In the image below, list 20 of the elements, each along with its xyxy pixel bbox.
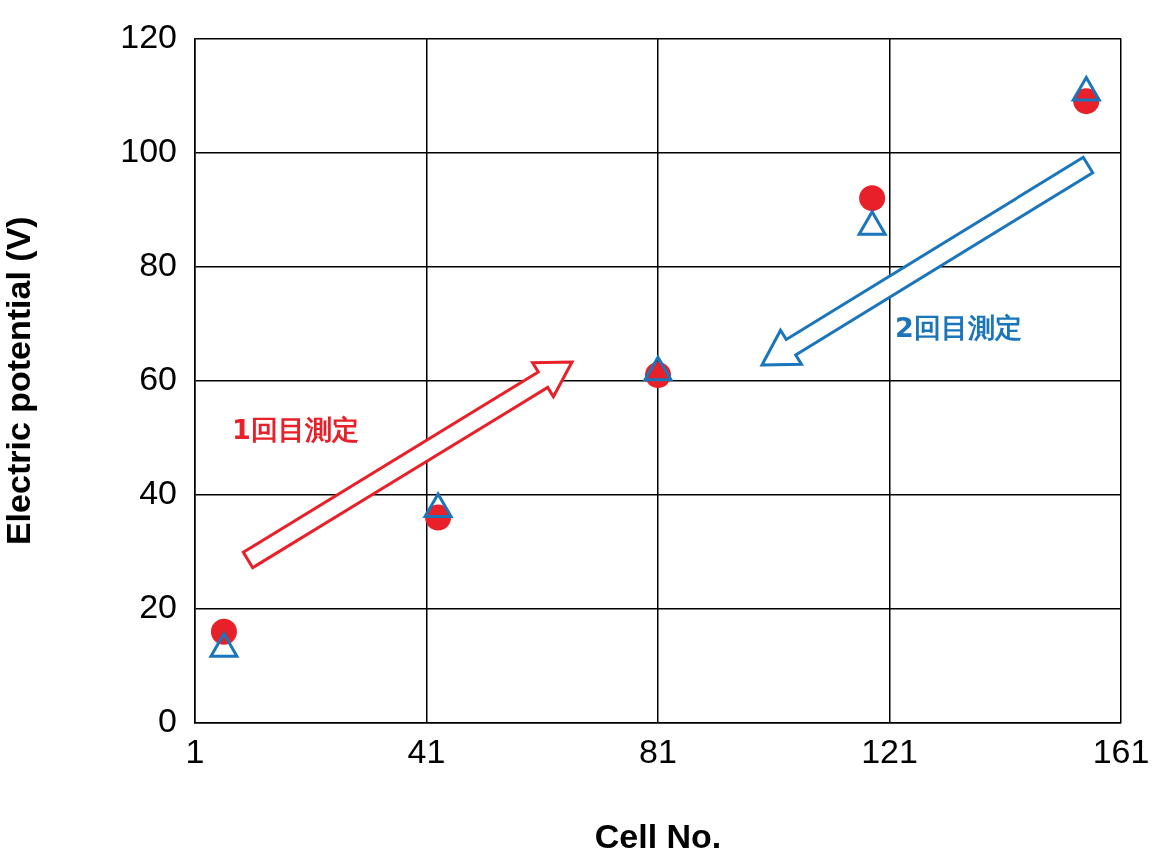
- y-axis-title: Electric potential (V): [0, 216, 37, 546]
- x-tick-label: 81: [639, 731, 677, 770]
- y-tick-label: 120: [120, 16, 177, 55]
- point: [423, 492, 453, 519]
- y-tick-label: 40: [139, 473, 177, 512]
- y-tick-label: 20: [139, 587, 177, 626]
- annotation: 1回目測定: [232, 413, 359, 447]
- x-tick-label: 121: [861, 731, 918, 770]
- point: [859, 185, 886, 212]
- point: [209, 632, 239, 658]
- y-tick-label: 80: [139, 244, 177, 283]
- annotation: 2回目測定: [895, 311, 1022, 345]
- x-tick-label: 41: [407, 731, 446, 770]
- point: [643, 355, 673, 382]
- x-axis-title: Cell No.: [594, 816, 722, 855]
- y-tick-label: 100: [120, 130, 177, 169]
- y-tick-label: 60: [139, 359, 177, 398]
- x-tick-label: 161: [1092, 731, 1150, 770]
- y-tick-label: 0: [158, 701, 177, 740]
- x-tick-label: 1: [185, 731, 205, 770]
